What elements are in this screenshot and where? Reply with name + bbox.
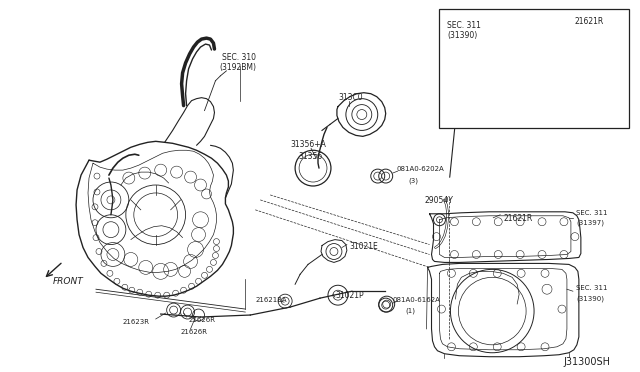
Text: 081A0-6202A: 081A0-6202A [397,166,444,172]
Text: (3): (3) [408,177,419,183]
Text: SEC. 311: SEC. 311 [576,285,607,291]
Text: 29054Y: 29054Y [424,196,453,205]
Text: 21626R: 21626R [180,329,207,335]
Text: 31021P: 31021P [335,291,364,300]
Text: (31397): (31397) [576,220,604,226]
Text: 21621R: 21621R [575,17,604,26]
Text: J31300SH: J31300SH [564,357,611,367]
Text: (31390): (31390) [576,295,604,302]
Bar [440,9,628,128]
Text: 21623R: 21623R [123,319,150,325]
Text: SEC. 311: SEC. 311 [447,21,481,30]
Text: (3192BM): (3192BM) [220,63,257,72]
Text: 081A0-6162A: 081A0-6162A [393,297,440,303]
Text: (1): (1) [406,307,415,314]
Text: FRONT: FRONT [53,277,84,286]
Text: SEC. 310: SEC. 310 [223,53,257,62]
Text: SEC. 311: SEC. 311 [576,210,607,216]
Text: 21626R: 21626R [189,317,216,323]
Text: 313C0: 313C0 [338,93,362,102]
Text: 31356: 31356 [298,152,323,161]
Text: (31390): (31390) [447,31,477,40]
Text: 21621RA: 21621RA [255,297,287,303]
Text: 21621R: 21621R [503,214,532,223]
Text: 31356+A: 31356+A [290,140,326,149]
Text: 31021E: 31021E [350,241,379,251]
